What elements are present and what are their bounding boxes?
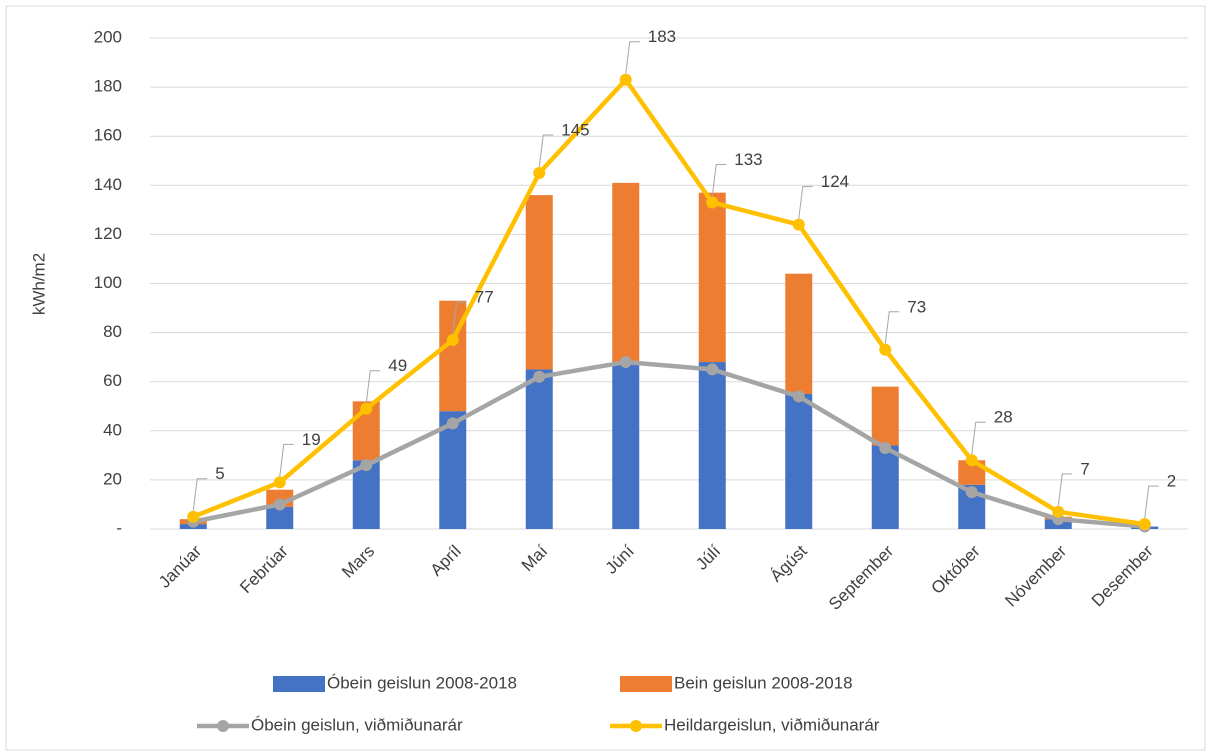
legend-item: Óbein geislun 2008-2018 bbox=[273, 673, 517, 692]
data-label: 7 bbox=[1080, 459, 1089, 478]
marker bbox=[187, 510, 200, 523]
data-label: 49 bbox=[388, 356, 407, 375]
y-axis-label: kWh/m2 bbox=[29, 253, 48, 315]
y-tick-label: 80 bbox=[103, 322, 122, 341]
bar bbox=[266, 506, 294, 529]
marker bbox=[619, 356, 632, 369]
label-leader bbox=[365, 370, 381, 403]
label-leader bbox=[452, 301, 467, 335]
legend-item: Heildargeislun, viðmiðunarár bbox=[610, 715, 880, 734]
data-label: 19 bbox=[302, 430, 321, 449]
bar bbox=[439, 411, 467, 529]
legend-label: Heildargeislun, viðmiðunarár bbox=[664, 715, 880, 734]
data-label: 73 bbox=[907, 297, 926, 316]
y-tick-label: 200 bbox=[94, 27, 122, 46]
data-label: 133 bbox=[734, 150, 762, 169]
legend-swatch bbox=[217, 720, 229, 732]
bar bbox=[871, 445, 899, 529]
bar bbox=[612, 182, 640, 363]
label-leader bbox=[1144, 485, 1159, 519]
bar bbox=[525, 195, 553, 370]
y-tick-label: 100 bbox=[94, 273, 122, 292]
y-tick-label: 120 bbox=[94, 224, 122, 243]
label-leader bbox=[1057, 473, 1073, 506]
legend-label: Óbein geislun, viðmiðunarár bbox=[251, 715, 463, 734]
marker bbox=[273, 498, 286, 511]
marker bbox=[879, 343, 892, 356]
data-label: 145 bbox=[561, 121, 589, 140]
y-tick-label: 160 bbox=[94, 126, 122, 145]
data-label: 124 bbox=[821, 172, 849, 191]
y-tick-label: 140 bbox=[94, 175, 122, 194]
legend-swatch bbox=[620, 676, 672, 692]
marker bbox=[706, 363, 719, 376]
label-leader bbox=[711, 163, 727, 197]
bar bbox=[785, 393, 813, 529]
y-tick-label: 40 bbox=[103, 420, 122, 439]
marker bbox=[792, 390, 805, 403]
marker bbox=[360, 402, 373, 415]
bar bbox=[871, 386, 899, 446]
label-leader bbox=[971, 421, 986, 455]
label-leader bbox=[884, 311, 900, 344]
bar bbox=[698, 192, 726, 363]
marker bbox=[619, 73, 632, 86]
data-label: 5 bbox=[215, 464, 224, 483]
marker bbox=[360, 459, 373, 472]
bar bbox=[698, 362, 726, 529]
legend-swatch bbox=[273, 676, 325, 692]
legend-swatch bbox=[630, 720, 642, 732]
marker bbox=[965, 486, 978, 499]
chart-frame bbox=[5, 5, 1206, 751]
legend-item: Óbein geislun, viðmiðunarár bbox=[197, 715, 463, 734]
marker bbox=[1138, 518, 1151, 531]
data-label: 77 bbox=[475, 287, 494, 306]
legend-label: Bein geislun 2008-2018 bbox=[674, 673, 853, 692]
label-leader bbox=[538, 134, 554, 168]
marker bbox=[879, 441, 892, 454]
line bbox=[192, 359, 1145, 529]
line bbox=[192, 77, 1146, 527]
marker bbox=[446, 417, 459, 430]
y-tick-label: - bbox=[116, 518, 122, 537]
label-leader bbox=[625, 41, 640, 74]
bar bbox=[525, 369, 553, 529]
bar bbox=[612, 362, 640, 529]
marker bbox=[533, 167, 546, 180]
y-tick-label: 20 bbox=[103, 469, 122, 488]
data-label: 183 bbox=[648, 27, 676, 46]
data-label: 28 bbox=[994, 408, 1013, 427]
y-tick-label: 180 bbox=[94, 77, 122, 96]
marker bbox=[1052, 505, 1065, 518]
marker bbox=[533, 370, 546, 383]
y-tick-label: 60 bbox=[103, 371, 122, 390]
label-leader bbox=[192, 478, 208, 511]
marker bbox=[706, 196, 719, 209]
bar bbox=[785, 273, 813, 394]
legend-item: Bein geislun 2008-2018 bbox=[620, 673, 853, 692]
label-leader bbox=[279, 443, 294, 477]
marker bbox=[965, 454, 978, 467]
label-leader bbox=[798, 186, 813, 219]
legend-label: Óbein geislun 2008-2018 bbox=[327, 673, 517, 692]
marker bbox=[273, 476, 286, 489]
marker bbox=[792, 218, 805, 231]
data-label: 2 bbox=[1167, 472, 1176, 491]
marker bbox=[446, 333, 459, 346]
